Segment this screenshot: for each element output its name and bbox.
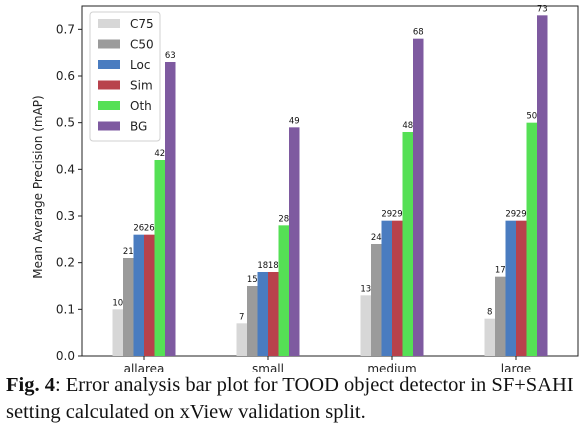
legend-label-bg: BG [130,120,147,134]
data-label: 10 [112,298,123,308]
bar-oth [278,225,289,356]
legend-swatch-c50 [98,39,120,49]
data-label: 29 [505,210,516,220]
data-label: 26 [133,224,144,234]
y-tick-label: 0.3 [56,209,75,223]
x-tick-label: medium [367,362,416,372]
data-label: 29 [516,210,527,220]
bar-loc [381,220,392,356]
bar-oth [402,132,413,356]
data-label: 29 [392,210,403,220]
bar-bg [165,62,176,356]
bar-sim [392,220,403,356]
bar-bg [537,15,548,356]
caption-figure-number: Fig. 4 [6,374,55,396]
data-label: 18 [268,261,279,271]
data-label: 7 [239,312,244,322]
data-label: 24 [371,233,382,243]
legend-swatch-loc [98,60,120,69]
bar-c75 [484,318,495,356]
legend-label-c75: C75 [130,17,154,31]
data-label: 42 [154,149,165,159]
legend-swatch-sim [98,80,120,90]
data-label: 73 [537,4,548,14]
bar-loc [257,272,268,356]
legend-label-oth: Oth [130,99,152,113]
data-label: 8 [487,308,492,318]
legend-label-c50: C50 [130,38,154,52]
bar-sim [144,234,155,356]
bar-sim [268,272,279,356]
data-label: 49 [289,116,300,126]
y-axis-label: Mean Average Precision (mAP) [31,95,45,278]
y-tick-label: 0.0 [56,349,75,363]
legend-swatch-oth [98,101,120,110]
plot-area: 0.0 0.1 0.2 0.3 0.4 0.5 0.6 0.7 10 21 26 26 42 63 alla… [56,4,579,372]
data-label: 18 [257,261,268,271]
data-label: 29 [381,210,392,220]
bar-bg [289,127,300,356]
bar-c75 [360,295,371,356]
legend-label-sim: Sim [130,79,153,93]
y-tick-label: 0.7 [56,22,75,36]
y-tick-label: 0.6 [56,69,75,83]
x-tick-label: small [252,362,284,372]
y-tick-label: 0.2 [56,256,75,270]
bar-oth [154,160,165,356]
x-tick-label: large [501,362,531,372]
data-label: 13 [360,284,371,294]
bar-sim [516,220,527,356]
caption-text: : Error analysis bar plot for TOOD objec… [6,374,574,423]
data-label: 48 [402,121,413,131]
figure-caption: Fig. 4: Error analysis bar plot for TOOD… [6,372,581,426]
bar-loc [133,234,144,356]
bar-c50 [495,276,506,356]
data-label: 21 [123,247,134,257]
x-tick-label: allarea [124,362,165,372]
data-label: 50 [526,112,537,122]
bar-bg [413,38,424,357]
y-tick-label: 0.1 [56,302,75,316]
data-label: 28 [278,214,289,224]
y-tick-label: 0.4 [56,162,75,176]
bar-c75 [236,323,247,356]
bar-loc [505,220,516,356]
data-label: 26 [144,224,155,234]
bar-oth [526,122,537,357]
bar-c50 [247,286,258,356]
data-label: 15 [247,275,258,285]
legend-swatch-c75 [98,19,120,28]
data-label: 63 [165,51,176,61]
y-tick-label: 0.5 [56,116,75,130]
data-label: 68 [413,28,424,38]
bar-c75 [112,309,123,356]
legend-label-loc: Loc [130,58,150,72]
bar-c50 [123,258,134,356]
bar-chart: 0.0 0.1 0.2 0.3 0.4 0.5 0.6 0.7 10 21 26 26 42 63 alla… [31,4,579,372]
data-label: 17 [495,266,506,276]
legend-swatch-bg [98,121,120,131]
bar-c50 [371,244,382,356]
axes-frame [81,5,579,357]
